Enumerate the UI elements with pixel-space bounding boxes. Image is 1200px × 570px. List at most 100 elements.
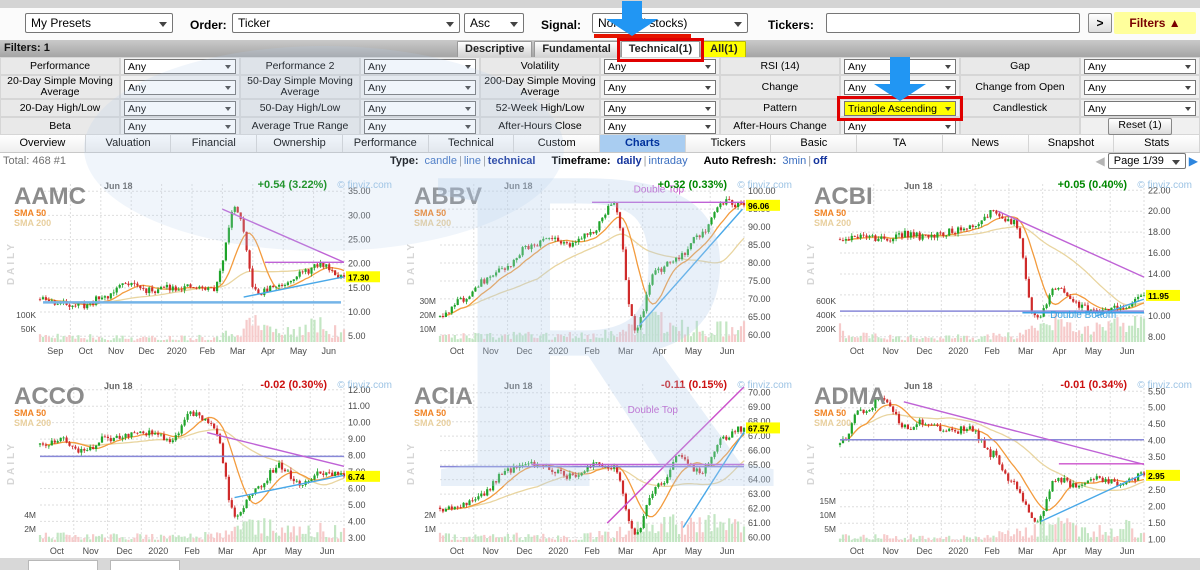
charts-grid: 35.00 30.00 25.00 20.00 15.00 10.00 5.00 100K 50…	[0, 170, 1200, 570]
option-daily[interactable]: daily	[616, 155, 642, 167]
daily-watermark: DAILY	[806, 241, 817, 285]
chart-AAMC[interactable]: 35.00 30.00 25.00 20.00 15.00 10.00 5.00 100K 50…	[0, 170, 400, 370]
filter-tab-fundamental[interactable]: Fundamental	[534, 41, 619, 58]
order-direction-select[interactable]: Asc	[464, 13, 524, 33]
filter-select-50-day-simple-moving-average[interactable]: Any	[364, 79, 476, 95]
filter-select-change-from-open[interactable]: Any	[1084, 79, 1196, 95]
chart-options: Type: candle | line | technical Timeframe: dail…	[390, 155, 828, 167]
nav-tab-technical[interactable]: Technical	[428, 135, 515, 152]
month-tick: 2020	[548, 546, 568, 556]
nav-tab-charts[interactable]: Charts	[600, 135, 686, 152]
filter-select-pattern[interactable]: Triangle Ascending	[844, 100, 956, 116]
month-tick: Nov	[883, 346, 900, 356]
presets-select[interactable]: My Presets	[25, 13, 173, 33]
nav-tab-ta[interactable]: TA	[857, 135, 943, 152]
nav-tab-tickers[interactable]: Tickers	[685, 135, 772, 152]
filter-cell: Any	[1080, 99, 1200, 117]
filter-select-candlestick[interactable]: Any	[1084, 100, 1196, 116]
filter-label-pattern: Pattern	[720, 99, 840, 117]
filter-label-after-hours-change: After-Hours Change	[720, 117, 840, 135]
option-off[interactable]: off	[813, 155, 828, 167]
finviz-brand-link[interactable]: © finviz.com	[1137, 380, 1192, 391]
month-tick: Feb	[184, 546, 200, 556]
tickers-input[interactable]	[826, 13, 1080, 33]
filter-tab-technical-1[interactable]: Technical(1)	[620, 41, 701, 58]
filters-toggle-button[interactable]: Filters ▲	[1114, 12, 1196, 34]
nav-tab-snapshot[interactable]: Snapshot	[1028, 135, 1115, 152]
finviz-brand-link[interactable]: © finviz.com	[1137, 180, 1192, 191]
page-select[interactable]: Page 1/39	[1107, 153, 1186, 169]
price-tick: 65.00	[748, 312, 771, 322]
chart-ADMA[interactable]: 5.505.004.504.003.503.002.502.001.501.00…	[800, 370, 1200, 570]
month-tick: Nov	[483, 546, 500, 556]
filter-tab-all-1[interactable]: All(1)	[702, 41, 746, 58]
option-line[interactable]: line	[463, 155, 481, 167]
chart-ticker: AAMC	[14, 183, 86, 210]
nav-tab-stats[interactable]: Stats	[1114, 135, 1200, 152]
filter-tab-descriptive[interactable]: Descriptive	[457, 41, 533, 58]
filter-select-beta[interactable]: Any	[124, 118, 236, 134]
daily-watermark: DAILY	[806, 441, 817, 485]
month-tick: May	[285, 546, 303, 556]
option-technical[interactable]: technical	[487, 155, 536, 167]
filter-select-gap[interactable]: Any	[1084, 58, 1196, 74]
reset-button[interactable]: Reset (1)	[1108, 117, 1172, 135]
filter-select-after-hours-close[interactable]: Any	[604, 118, 716, 134]
filter-select-performance[interactable]: Any	[124, 58, 236, 74]
filter-label-beta: Beta	[0, 117, 120, 135]
filter-select-50-day-high-low[interactable]: Any	[364, 100, 476, 116]
filter-select-20-day-simple-moving-average[interactable]: Any	[124, 79, 236, 95]
volume-tick: 10M	[819, 510, 836, 520]
signal-select[interactable]: None (all stocks)	[592, 13, 748, 33]
nav-tab-basic[interactable]: Basic	[771, 135, 858, 152]
last-price-tag: 17.30	[348, 272, 370, 282]
price-tick: 10.00	[1148, 311, 1171, 321]
chart-ACCO[interactable]: 12.0011.0010.009.008.007.006.005.004.003…	[0, 370, 400, 570]
chart-ACIA[interactable]: Double Top 70.00 69.00 68.00 67.00 66.00 65.00…	[400, 370, 800, 570]
finviz-brand-link[interactable]: © finviz.com	[337, 180, 392, 191]
month-tick: Nov	[483, 346, 500, 356]
nav-tab-financial[interactable]: Financial	[171, 135, 258, 152]
last-price-tag: 67.57	[748, 423, 770, 433]
option-intraday[interactable]: intraday	[648, 155, 688, 167]
finviz-brand-link[interactable]: © finviz.com	[737, 180, 792, 191]
nav-tab-news[interactable]: News	[942, 135, 1029, 152]
chart-change: -0.02 (0.30%)	[260, 379, 327, 391]
filter-select-20-day-high-low[interactable]: Any	[124, 100, 236, 116]
next-page-arrow[interactable]: ▶	[1188, 154, 1198, 168]
option-3min[interactable]: 3min	[782, 155, 807, 167]
chart-ABBV[interactable]: Double Top100.0095.0090.0085.0080.0075.0…	[400, 170, 800, 370]
price-tick: 61.00	[748, 518, 771, 528]
order-select[interactable]: Ticker	[232, 13, 460, 33]
filter-select-performance-2[interactable]: Any	[364, 58, 476, 74]
month-tick: Jun	[1120, 546, 1135, 556]
chart-date: Jun 18	[504, 381, 533, 391]
nav-tab-valuation[interactable]: Valuation	[85, 135, 172, 152]
option-candle[interactable]: candle	[424, 155, 457, 167]
nav-tab-custom[interactable]: Custom	[514, 135, 601, 152]
price-tick: 100.00	[748, 186, 776, 196]
chart-date: Jun 18	[904, 381, 933, 391]
filter-label-performance: Performance	[0, 57, 120, 75]
daily-watermark: DAILY	[406, 241, 417, 285]
submit-button[interactable]: >	[1088, 13, 1112, 33]
filter-select-after-hours-change[interactable]: Any	[844, 118, 956, 134]
filter-select-52-week-high-low[interactable]: Any	[604, 100, 716, 116]
finviz-brand-link[interactable]: © finviz.com	[337, 380, 392, 391]
chart-ACBI[interactable]: Double Bottom22.0020.0018.0016.0014.0012…	[800, 170, 1200, 370]
filter-select-average-true-range[interactable]: Any	[364, 118, 476, 134]
filter-select-200-day-simple-moving-average[interactable]: Any	[604, 79, 716, 95]
daily-watermark: DAILY	[406, 441, 417, 485]
nav-tab-overview[interactable]: Overview	[0, 135, 86, 152]
sma50-label: SMA 50	[14, 408, 46, 418]
nav-tab-performance[interactable]: Performance	[342, 135, 429, 152]
filter-select-change[interactable]: Any	[844, 79, 956, 95]
price-tick: 2.50	[1148, 485, 1166, 495]
filter-select-rsi-14[interactable]: Any	[844, 58, 956, 74]
finviz-brand-link[interactable]: © finviz.com	[737, 380, 792, 391]
nav-tab-ownership[interactable]: Ownership	[257, 135, 343, 152]
prev-page-arrow[interactable]: ◀	[1095, 154, 1105, 168]
volume-tick: 30M	[419, 296, 436, 306]
filter-select-volatility[interactable]: Any	[604, 58, 716, 74]
